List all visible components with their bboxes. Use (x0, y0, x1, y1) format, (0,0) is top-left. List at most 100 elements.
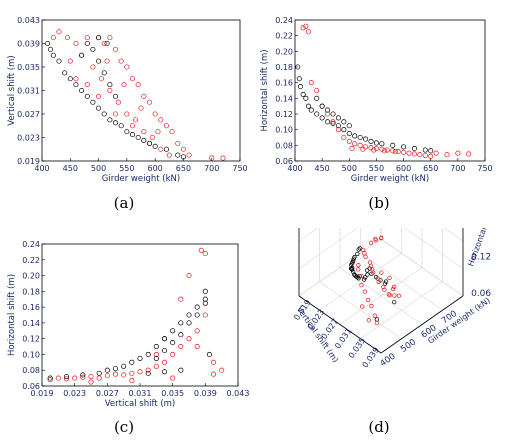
data-point (115, 99, 121, 105)
data-point (47, 46, 54, 52)
data-point (129, 370, 135, 376)
data-point (104, 58, 110, 64)
data-point (79, 52, 85, 58)
data-point (175, 140, 181, 146)
data-point (137, 369, 143, 375)
data-point (107, 82, 113, 88)
data-point (361, 277, 367, 282)
data-point (104, 373, 110, 379)
data-point (308, 107, 314, 113)
data-point (363, 144, 369, 150)
y-tick-label: 0.24 (275, 16, 293, 25)
x-tick-label: 650 (176, 164, 191, 173)
data-point (180, 146, 186, 152)
y-tick-label: 0.06 (22, 382, 40, 391)
chart-panel-a: 400 450 500 550 600 650 700 750 0.019 0.023 0.027 0… (0, 0, 260, 189)
data-point (365, 297, 371, 303)
y-tick-label: 0.14 (275, 94, 293, 103)
data-point (67, 58, 73, 64)
data-point (84, 93, 90, 99)
data-point (96, 375, 102, 381)
chart-panel-c: 0.019 0.023 0.027 0.031 0.035 0.039 0.043 0.06 0… (0, 228, 260, 412)
data-point (145, 370, 151, 376)
data-point (186, 273, 192, 279)
data-point (356, 263, 361, 268)
x-tick-label: 500 (342, 164, 357, 173)
grid-line (339, 267, 423, 325)
x-tick-label: 0.023 (63, 389, 86, 398)
plot-frame (41, 243, 239, 387)
data-point (178, 344, 184, 350)
data-point (346, 131, 352, 137)
data-point (417, 152, 423, 158)
data-point (373, 238, 378, 243)
data-point (141, 93, 147, 99)
data-point (152, 111, 158, 117)
data-point (135, 82, 141, 88)
y-tick-label: 0.14 (22, 319, 40, 328)
data-point (335, 115, 341, 121)
data-point (346, 138, 352, 144)
data-point (84, 40, 90, 47)
data-point (104, 367, 110, 373)
data-point (135, 134, 141, 141)
x-tick-label: 700 (204, 164, 219, 173)
data-point (341, 127, 347, 133)
data-point (330, 119, 336, 125)
data-point (387, 275, 392, 280)
data-point (96, 105, 102, 111)
data-point (411, 145, 417, 152)
data-point (163, 123, 170, 129)
data-point (369, 303, 374, 309)
data-point (198, 247, 204, 253)
data-point (381, 284, 386, 290)
data-point (202, 288, 208, 294)
data-point (90, 46, 96, 52)
y-tick-label: 0.039 (17, 40, 40, 49)
axis-line (380, 295, 464, 354)
data-point (129, 377, 135, 384)
data-point (47, 375, 53, 381)
x-tick-label: 0.031 (129, 389, 152, 398)
data-point (129, 76, 136, 82)
series-red (300, 23, 472, 159)
data-point (73, 40, 79, 47)
data-point (365, 272, 370, 277)
data-point (161, 336, 168, 342)
data-point (170, 351, 176, 357)
data-point (96, 370, 102, 376)
data-point (352, 272, 357, 277)
data-point (170, 375, 176, 381)
y-tick-label: 0.12 (22, 335, 40, 344)
y-tick-label: 0.20 (275, 47, 293, 56)
y-tick-label: 0.16 (275, 79, 293, 88)
data-point (319, 115, 325, 121)
data-point (330, 111, 336, 117)
y-axis-label: Horizontal shift (m) (260, 49, 270, 131)
data-point (107, 117, 113, 123)
data-point (356, 267, 361, 272)
data-point (341, 134, 347, 141)
data-point (373, 140, 379, 146)
x-tick-label: 400 (34, 164, 49, 173)
data-point (356, 247, 361, 252)
data-point (153, 363, 159, 369)
data-point (101, 111, 107, 117)
caption-d: (d) (368, 418, 390, 436)
x-tick-label: 0.043 (227, 389, 250, 398)
data-point (90, 99, 96, 105)
y-tick-label: 0.08 (275, 141, 293, 150)
data-point (392, 293, 397, 298)
data-point (444, 152, 450, 158)
data-point (422, 152, 428, 159)
x-tick-label: 500 (91, 164, 106, 173)
data-point (314, 111, 320, 117)
data-point (72, 375, 78, 381)
data-point (395, 149, 401, 155)
data-point (346, 123, 352, 129)
data-point (96, 93, 102, 99)
data-point (219, 367, 225, 373)
plot-frame (41, 19, 241, 162)
data-point (129, 132, 136, 138)
data-point (80, 374, 86, 380)
